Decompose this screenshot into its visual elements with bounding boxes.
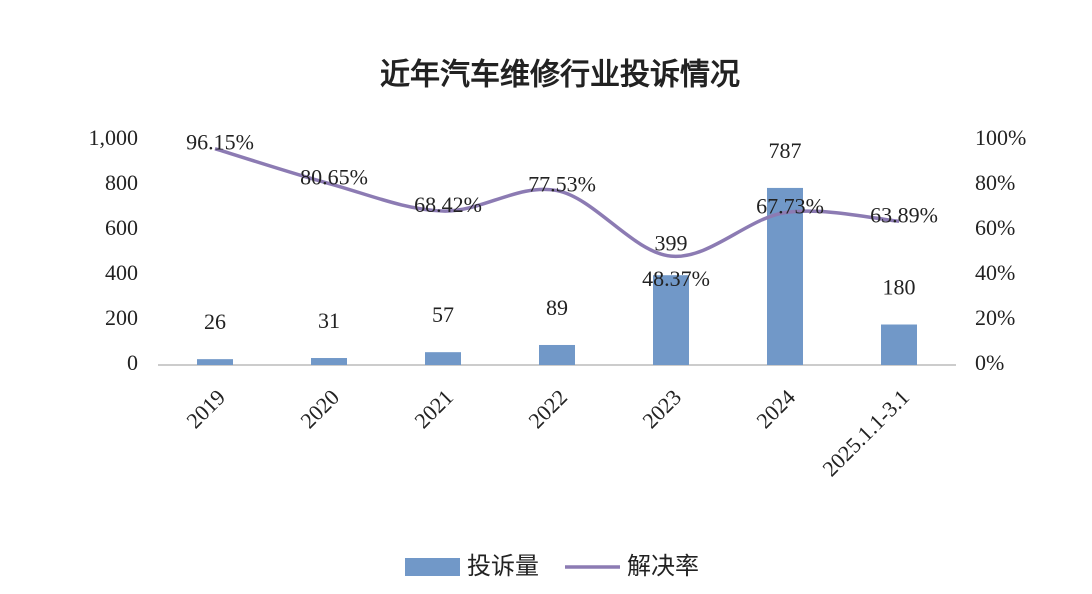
bar — [767, 187, 803, 365]
data-label: 77.53% — [528, 172, 596, 197]
bar — [881, 324, 917, 365]
x-tick-label: 2020 — [295, 384, 344, 433]
data-label: 48.37% — [642, 266, 710, 291]
bar — [197, 359, 233, 365]
x-tick-label: 2021 — [409, 384, 458, 433]
x-tick-label: 2025.1.1-3.1 — [817, 384, 914, 481]
legend-swatch — [405, 558, 460, 576]
y2-tick-label: 80% — [975, 170, 1015, 195]
line — [214, 146, 900, 258]
data-label: 67.73% — [756, 194, 824, 219]
y-tick-label: 800 — [105, 170, 138, 195]
y2-tick-label: 60% — [975, 215, 1015, 240]
y-tick-label: 200 — [105, 305, 138, 330]
data-label: 57 — [432, 302, 454, 327]
bar — [539, 344, 575, 365]
data-label: 96.15% — [186, 130, 254, 155]
legend-label: 解决率 — [627, 552, 699, 580]
legend-label: 投诉量 — [467, 552, 539, 580]
bar — [653, 275, 689, 365]
bar — [425, 352, 461, 365]
data-label: 787 — [769, 138, 802, 163]
data-label: 26 — [204, 309, 226, 334]
data-label: 180 — [883, 275, 916, 300]
x-tick-label: 2023 — [637, 384, 686, 433]
y-tick-label: 0 — [127, 350, 138, 375]
data-label: 89 — [546, 295, 568, 320]
data-label: 80.65% — [300, 165, 368, 190]
data-label: 31 — [318, 308, 340, 333]
y-tick-label: 400 — [105, 260, 138, 285]
data-label: 399 — [655, 230, 688, 255]
bar — [311, 358, 347, 365]
x-tick-label: 2019 — [181, 384, 230, 433]
x-tick-label: 2022 — [523, 384, 572, 433]
x-tick-label: 2024 — [751, 384, 800, 433]
y-tick-label: 600 — [105, 215, 138, 240]
y2-tick-label: 40% — [975, 260, 1015, 285]
y2-tick-label: 100% — [975, 125, 1026, 150]
data-label: 68.42% — [414, 192, 482, 217]
y2-tick-label: 0% — [975, 350, 1004, 375]
y2-tick-label: 20% — [975, 305, 1015, 330]
chart-title: 近年汽车维修行业投诉情况 — [380, 58, 740, 93]
data-label: 63.89% — [870, 202, 938, 227]
y-tick-label: 1,000 — [89, 125, 139, 150]
